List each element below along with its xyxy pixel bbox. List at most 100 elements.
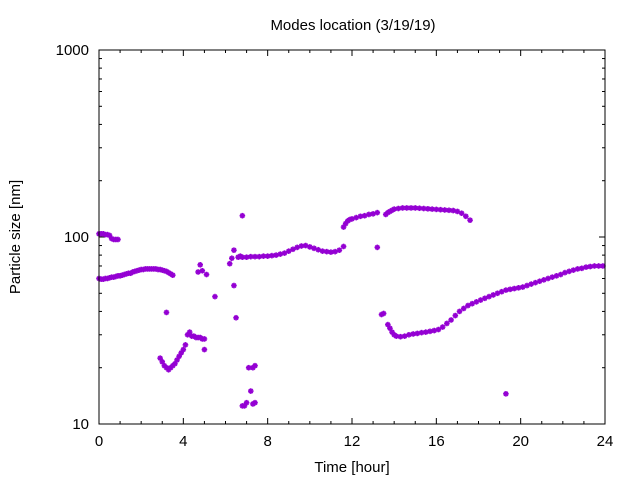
- chart-title: Modes location (3/19/19): [270, 17, 435, 34]
- data-point: [498, 288, 505, 295]
- data-point: [452, 312, 459, 319]
- data-point: [463, 213, 469, 220]
- data-point: [460, 305, 467, 312]
- data-point: [239, 254, 246, 260]
- data-point: [454, 208, 461, 215]
- data-point: [290, 246, 296, 253]
- data-point: [439, 324, 446, 330]
- data-point: [477, 297, 484, 303]
- data-point: [482, 295, 488, 302]
- data-point: [600, 263, 606, 269]
- data-point: [456, 308, 463, 315]
- data-point: [587, 263, 594, 270]
- x-tick-label: 20: [512, 433, 529, 450]
- data-point: [159, 359, 166, 365]
- data-point: [182, 342, 189, 348]
- data-point: [408, 205, 414, 211]
- data-point: [416, 205, 423, 212]
- y-tick-label: 10: [72, 416, 89, 433]
- data-point: [203, 271, 210, 278]
- data-point: [157, 355, 163, 361]
- data-point: [380, 310, 387, 317]
- data-point: [180, 346, 187, 353]
- x-axis-label: Time [hour]: [314, 459, 389, 476]
- data-point: [201, 336, 208, 342]
- data-point: [186, 329, 193, 335]
- data-point: [519, 284, 526, 290]
- data-point: [252, 362, 258, 369]
- plot-frame: [98, 49, 606, 425]
- data-point: [340, 243, 347, 250]
- data-point: [273, 252, 279, 258]
- data-point: [374, 209, 381, 216]
- data-point: [243, 399, 250, 406]
- data-point: [469, 300, 475, 307]
- data-point: [172, 360, 178, 367]
- data-point: [212, 293, 218, 300]
- data-point: [486, 293, 492, 300]
- data-point: [231, 247, 237, 253]
- data-point: [285, 248, 292, 254]
- data-point: [458, 210, 465, 217]
- data-point: [570, 267, 577, 273]
- x-tick-label: 8: [263, 433, 271, 450]
- data-point: [374, 244, 381, 251]
- data-point: [248, 388, 254, 394]
- data-point: [239, 212, 246, 219]
- data-point: [252, 253, 258, 260]
- x-tick-label: 0: [95, 433, 103, 450]
- data-point: [281, 250, 288, 256]
- data-point: [494, 290, 501, 297]
- x-tick-label: 12: [344, 433, 361, 450]
- data-point: [340, 224, 347, 230]
- data-point: [503, 391, 509, 397]
- data-point: [406, 331, 412, 338]
- data-point: [226, 260, 233, 267]
- data-point: [199, 267, 206, 274]
- data-point: [229, 255, 235, 262]
- data-point: [231, 282, 237, 289]
- data-point: [579, 265, 585, 272]
- data-point: [467, 217, 473, 223]
- data-point: [336, 247, 343, 253]
- data-point: [507, 286, 513, 293]
- data-point: [465, 302, 471, 309]
- y-tick-label: 1000: [56, 42, 89, 59]
- y-axis-label: Particle size [nm]: [7, 180, 24, 294]
- y-tick-label: 100: [64, 229, 89, 246]
- data-point: [473, 299, 480, 305]
- data-point: [444, 320, 450, 327]
- data-point: [418, 329, 425, 336]
- data-point: [197, 262, 203, 268]
- data-points: [96, 205, 606, 409]
- data-point: [174, 357, 180, 363]
- data-point: [545, 275, 551, 282]
- data-point: [450, 207, 456, 214]
- data-point: [252, 399, 258, 406]
- data-point: [410, 331, 416, 337]
- data-point: [490, 292, 497, 298]
- data-point: [277, 251, 284, 257]
- data-point: [431, 327, 438, 334]
- data-point: [448, 317, 454, 323]
- x-tick-label: 16: [428, 433, 445, 450]
- data-point: [385, 321, 391, 328]
- data-point: [528, 281, 535, 287]
- data-point: [106, 232, 113, 239]
- data-point: [115, 236, 121, 243]
- data-point: [163, 309, 170, 316]
- data-point: [435, 326, 442, 333]
- x-tick-label: 4: [179, 433, 187, 450]
- data-point: [201, 346, 208, 353]
- data-point: [557, 271, 564, 278]
- data-point: [393, 333, 400, 339]
- data-point: [401, 333, 408, 339]
- data-point: [169, 272, 176, 278]
- data-point: [233, 314, 239, 321]
- axis-ticks: 0 4 8 12 16 20 24 10 100 1000: [56, 42, 614, 450]
- x-tick-label: 24: [597, 433, 614, 450]
- data-point: [387, 325, 393, 332]
- data-point: [399, 205, 406, 211]
- data-point: [412, 205, 419, 211]
